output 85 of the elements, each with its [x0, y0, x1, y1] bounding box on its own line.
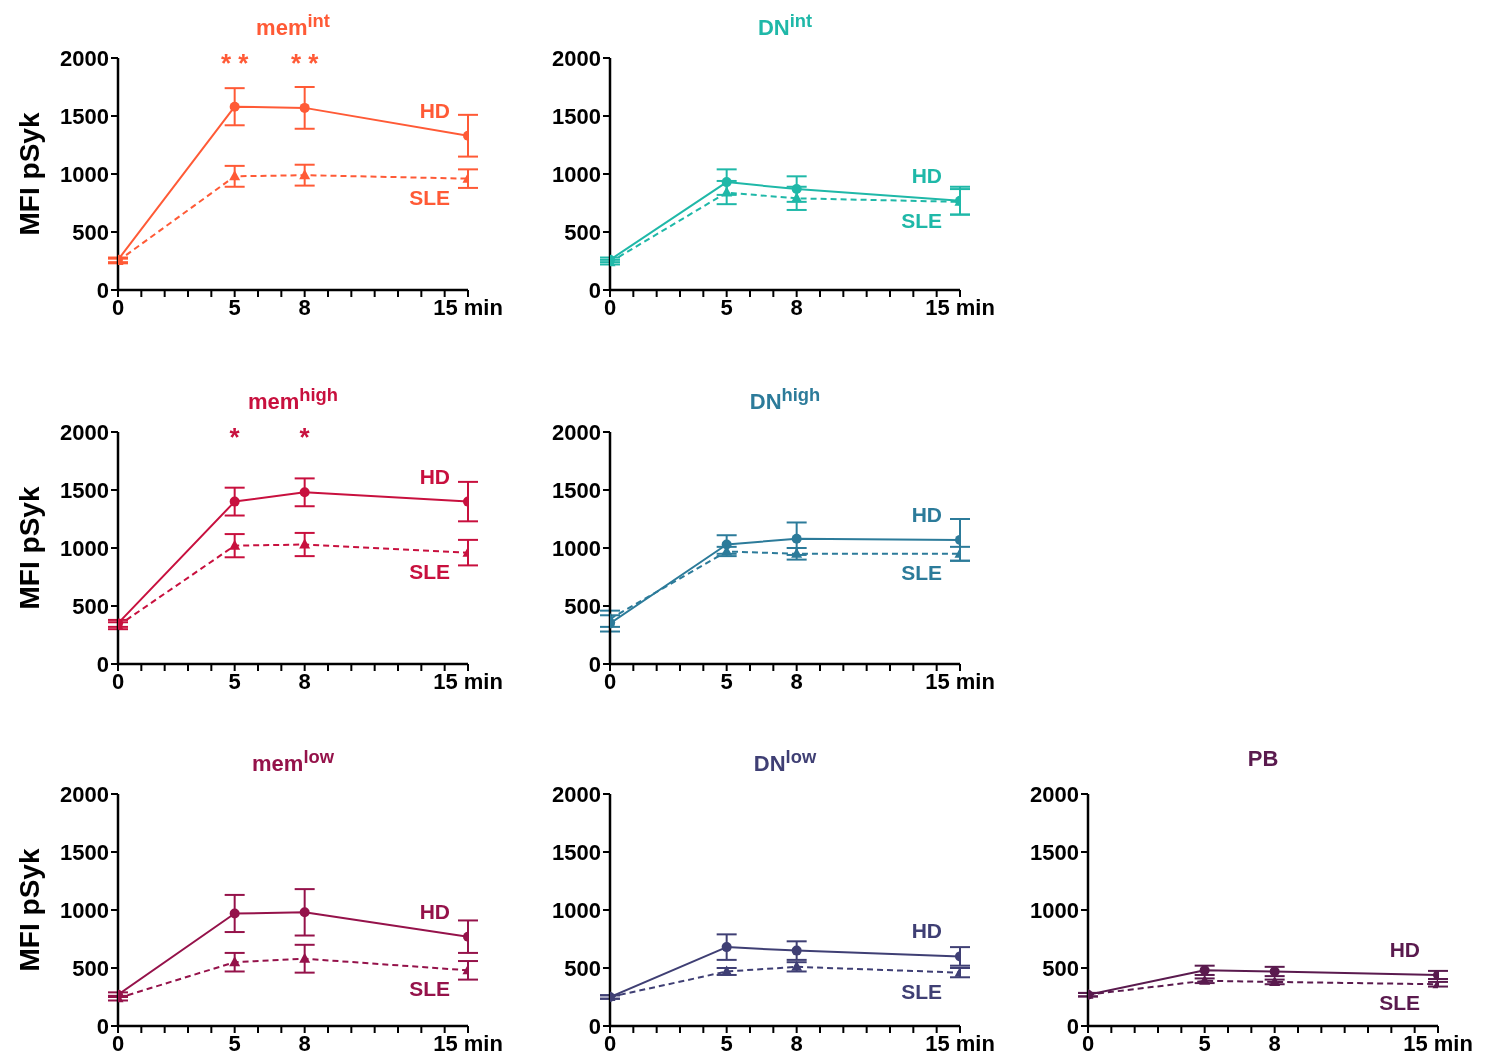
- y-tick-label: 2000: [552, 781, 601, 807]
- annotation: *: [229, 422, 241, 452]
- x-tick-label: 15 min: [433, 294, 503, 320]
- y-tick-label: 1500: [60, 839, 109, 865]
- y-tick-label: 0: [1066, 1013, 1079, 1039]
- series-label: SLE: [1379, 991, 1420, 1015]
- series-label: HD: [911, 919, 942, 943]
- y-tick-label: 0: [588, 651, 601, 677]
- series-label: SLE: [901, 208, 942, 232]
- y-tick-label: 1000: [552, 535, 601, 561]
- chart-title: DN$^{low}$: [752, 746, 818, 778]
- y-tick-label: 1000: [60, 161, 109, 187]
- x-tick-label: 15 min: [925, 294, 995, 320]
- chart-title: DN$^{int}$: [756, 10, 814, 42]
- x-tick-label: 15 min: [433, 1030, 503, 1056]
- x-tick-label: 15 min: [433, 668, 503, 694]
- x-tick-label: 8: [790, 1030, 803, 1056]
- chart-title: DN$^{high}$: [748, 384, 822, 416]
- y-tick-label: 1000: [1030, 897, 1079, 923]
- x-tick-label: 15 min: [925, 1030, 995, 1056]
- series-label: SLE: [409, 559, 450, 583]
- y-tick-label: 0: [588, 277, 601, 303]
- y-tick-label: 1000: [552, 897, 601, 923]
- series-label: SLE: [901, 560, 942, 584]
- y-tick-label: 500: [72, 219, 109, 245]
- series-label: HD: [911, 502, 942, 526]
- series-label: HD: [419, 464, 450, 488]
- x-tick-label: 5: [720, 668, 733, 694]
- y-tick-label: 1500: [552, 103, 601, 129]
- y-tick-label: 0: [588, 1013, 601, 1039]
- series-label: SLE: [901, 979, 942, 1003]
- annotation: *: [299, 422, 311, 452]
- y-tick-label: 2000: [552, 45, 601, 71]
- series-label: HD: [419, 98, 450, 122]
- y-tick-label: 500: [72, 593, 109, 619]
- series-label: SLE: [409, 185, 450, 209]
- x-tick-label: 5: [720, 1030, 733, 1056]
- chart-title: mem$^{int}$: [255, 10, 331, 42]
- y-tick-label: 1500: [552, 839, 601, 865]
- y-tick-label: 2000: [60, 45, 109, 71]
- y-tick-label: 2000: [1030, 781, 1079, 807]
- y-axis-title: MFI pSyk: [14, 112, 46, 236]
- chart-title: mem$^{low}$: [251, 746, 335, 778]
- y-tick-label: 1000: [60, 535, 109, 561]
- x-tick-label: 5: [720, 294, 733, 320]
- x-tick-label: 0: [1081, 1030, 1095, 1056]
- y-axis-title: MFI pSyk: [14, 848, 46, 972]
- x-tick-label: 8: [298, 668, 311, 694]
- chart-title: mem$^{high}$: [246, 384, 339, 416]
- y-tick-label: 1000: [60, 897, 109, 923]
- series-label: HD: [419, 899, 450, 923]
- x-tick-label: 8: [790, 294, 803, 320]
- y-tick-label: 2000: [552, 419, 601, 445]
- y-tick-label: 1000: [552, 161, 601, 187]
- y-tick-label: 1500: [60, 103, 109, 129]
- y-tick-label: 1500: [60, 477, 109, 503]
- y-tick-label: 500: [564, 593, 601, 619]
- y-tick-label: 1500: [552, 477, 601, 503]
- y-tick-label: 0: [96, 1013, 109, 1039]
- y-axis-title: MFI pSyk: [14, 486, 46, 610]
- y-tick-label: 500: [1042, 955, 1079, 981]
- annotation: * *: [220, 48, 250, 78]
- x-tick-label: 5: [1198, 1030, 1211, 1056]
- annotation: * *: [290, 48, 320, 78]
- x-tick-label: 8: [1268, 1030, 1281, 1056]
- series-label: SLE: [409, 977, 450, 1001]
- y-tick-label: 500: [564, 955, 601, 981]
- series-label: HD: [1389, 937, 1420, 961]
- chart-title: PB: [1246, 746, 1280, 772]
- x-tick-label: 8: [790, 668, 803, 694]
- y-tick-label: 500: [72, 955, 109, 981]
- x-tick-label: 8: [298, 294, 311, 320]
- y-tick-label: 2000: [60, 419, 109, 445]
- x-tick-label: 8: [298, 1030, 311, 1056]
- x-tick-label: 5: [228, 1030, 241, 1056]
- x-tick-label: 5: [228, 668, 241, 694]
- series-label: HD: [911, 163, 942, 187]
- x-tick-label: 5: [228, 294, 241, 320]
- y-tick-label: 0: [96, 651, 109, 677]
- x-tick-label: 15 min: [1403, 1030, 1473, 1056]
- y-tick-label: 1500: [1030, 839, 1079, 865]
- y-tick-label: 500: [564, 219, 601, 245]
- y-tick-label: 2000: [60, 781, 109, 807]
- x-tick-label: 15 min: [925, 668, 995, 694]
- y-tick-label: 0: [96, 277, 109, 303]
